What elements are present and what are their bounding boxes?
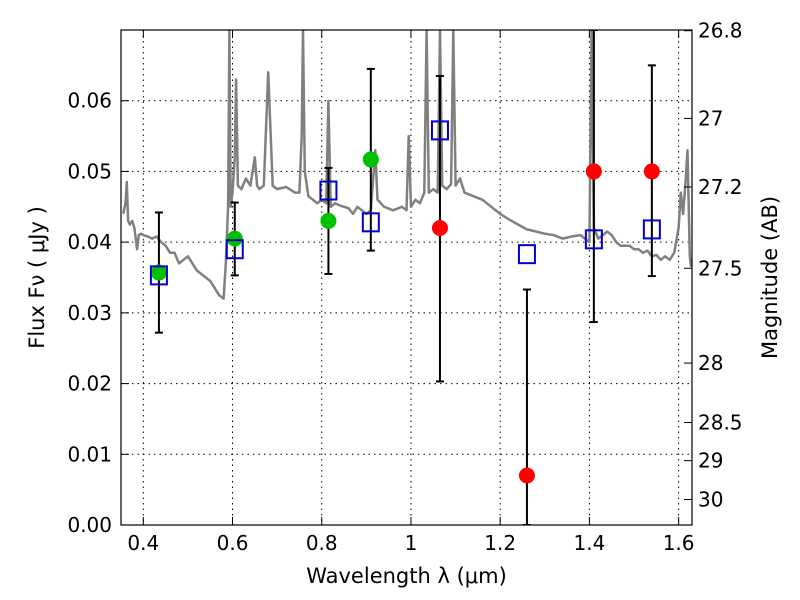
data-point: [643, 163, 660, 180]
y-tick-label: 0.04: [67, 230, 112, 254]
model-point: [361, 212, 380, 233]
plot-clip-group: [121, 30, 692, 525]
y-axis-label: Flux Fν ( μJy ): [25, 206, 49, 349]
x-tick-label: 1.2: [484, 531, 516, 555]
y-tick-label: 0.01: [67, 442, 112, 466]
data-point: [320, 212, 337, 229]
model-point: [584, 229, 603, 250]
x-tick-label: 1: [405, 531, 418, 555]
plot-area: [121, 30, 692, 525]
data-point: [518, 467, 535, 484]
data-point: [431, 220, 448, 236]
model-point: [319, 180, 338, 201]
x-tick-label: 0.6: [217, 531, 249, 555]
model-point: [225, 239, 244, 260]
y-tick-label: 0.06: [67, 89, 112, 113]
y-tick-label: 0.00: [67, 513, 112, 537]
data-point: [226, 230, 243, 247]
y2-tick-label: 26.8: [698, 19, 743, 43]
y2-tick-label: 28: [698, 351, 723, 375]
y2-tick-label: 27.2: [698, 175, 743, 199]
x-axis-label: Wavelength λ (μm): [306, 564, 507, 588]
y-tick-label: 0.05: [67, 159, 112, 183]
x-tick-label: 1.6: [663, 531, 695, 555]
y2-tick-label: 29: [698, 449, 723, 473]
x-tick-label: 0.4: [127, 531, 159, 555]
y-tick-label: 0.02: [67, 372, 112, 396]
model-point: [149, 265, 168, 286]
data-point: [585, 163, 602, 180]
y2-tick-label: 27: [698, 106, 723, 130]
x-tick-label: 1.4: [573, 531, 605, 555]
x-tick-label: 0.8: [306, 531, 338, 555]
axis-ticks: 0.4 0.6 0.8 1 1.2 1.4 1.6 0.00 0.01 0.02 0.03 0.04 0…: [67, 19, 742, 555]
grid-lines: [121, 30, 692, 526]
y2-tick-label: 30: [698, 488, 723, 512]
data-point: [150, 264, 167, 281]
model-point: [517, 244, 536, 265]
y2-tick-label: 27.5: [698, 256, 743, 280]
y2-tick-label: 28.5: [698, 410, 743, 434]
data-point: [362, 151, 379, 168]
y2-axis-label: Magnitude (AB): [758, 196, 782, 359]
y-tick-label: 0.03: [67, 301, 112, 325]
model-point: [642, 219, 661, 240]
model-sed-line: [121, 30, 692, 300]
plot-frame: [120, 29, 693, 526]
model-point: [430, 120, 449, 141]
